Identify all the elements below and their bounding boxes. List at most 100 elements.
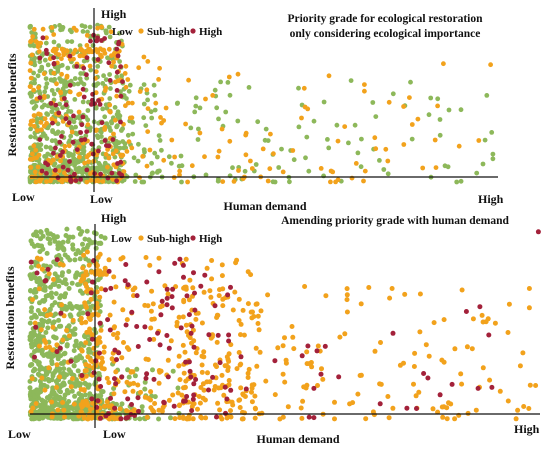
point-high bbox=[103, 287, 108, 293]
point-sub-high bbox=[38, 40, 44, 46]
point-sub-high bbox=[256, 327, 262, 333]
point-low bbox=[28, 94, 34, 99]
point-sub-high bbox=[58, 158, 63, 164]
point-low bbox=[143, 123, 149, 128]
point-sub-high bbox=[108, 29, 114, 35]
point-low bbox=[100, 106, 106, 112]
point-low bbox=[82, 392, 88, 398]
point-low bbox=[56, 283, 62, 289]
point-sub-high bbox=[240, 307, 246, 313]
point-high bbox=[53, 102, 59, 108]
point-high bbox=[113, 381, 119, 387]
point-sub-high bbox=[387, 295, 393, 301]
point-sub-high bbox=[98, 52, 103, 58]
point-low bbox=[152, 92, 158, 98]
point-sub-high bbox=[240, 391, 246, 397]
point-low bbox=[75, 304, 81, 310]
point-sub-high bbox=[260, 146, 266, 152]
point-high bbox=[68, 178, 73, 184]
point-high bbox=[96, 98, 101, 103]
point-low bbox=[70, 331, 76, 337]
point-low bbox=[348, 78, 354, 83]
point-sub-high bbox=[82, 160, 87, 166]
point-sub-high bbox=[473, 407, 479, 413]
point-high bbox=[78, 130, 83, 135]
point-sub-high bbox=[33, 401, 39, 407]
point-sub-high bbox=[76, 92, 81, 97]
point-sub-high bbox=[224, 363, 230, 369]
point-sub-high bbox=[115, 330, 121, 336]
point-low bbox=[70, 242, 76, 248]
point-low bbox=[37, 59, 43, 65]
point-low bbox=[70, 234, 76, 240]
point-high bbox=[81, 65, 87, 71]
point-low bbox=[142, 379, 148, 385]
point-high bbox=[98, 384, 104, 389]
point-low bbox=[29, 414, 35, 420]
point-sub-high bbox=[199, 353, 205, 359]
point-sub-high bbox=[521, 404, 527, 409]
point-sub-high bbox=[231, 179, 237, 184]
legend-label-sub-high: Sub-high bbox=[147, 233, 190, 245]
point-sub-high bbox=[227, 138, 233, 144]
legend-marker-low bbox=[102, 235, 108, 241]
point-sub-high bbox=[372, 348, 378, 354]
point-high bbox=[322, 343, 328, 349]
point-high bbox=[78, 177, 83, 182]
point-high bbox=[73, 178, 79, 183]
point-low bbox=[47, 393, 53, 399]
point-sub-high bbox=[122, 389, 128, 395]
point-low bbox=[215, 178, 221, 184]
point-sub-high bbox=[129, 115, 135, 121]
point-high bbox=[164, 295, 170, 301]
point-low bbox=[80, 99, 86, 105]
point-low bbox=[74, 270, 80, 276]
point-sub-high bbox=[76, 413, 82, 419]
point-sub-high bbox=[148, 397, 153, 403]
point-low bbox=[66, 269, 72, 274]
point-low bbox=[27, 334, 33, 340]
point-sub-high bbox=[28, 118, 34, 124]
point-sub-high bbox=[62, 143, 68, 149]
point-low bbox=[212, 87, 218, 93]
point-high bbox=[299, 353, 305, 359]
point-sub-high bbox=[87, 413, 92, 419]
point-high bbox=[477, 304, 483, 310]
point-sub-high bbox=[480, 365, 486, 371]
point-sub-high bbox=[42, 387, 48, 393]
point-low bbox=[43, 85, 49, 90]
point-low bbox=[28, 126, 33, 132]
point-sub-high bbox=[190, 416, 196, 422]
point-sub-high bbox=[193, 350, 199, 356]
point-high bbox=[88, 290, 94, 296]
point-low bbox=[55, 121, 61, 127]
point-high bbox=[184, 394, 190, 399]
point-sub-high bbox=[175, 390, 181, 396]
point-high bbox=[37, 95, 43, 100]
point-low bbox=[72, 257, 78, 263]
point-low bbox=[112, 105, 118, 110]
point-sub-high bbox=[330, 169, 336, 175]
point-sub-high bbox=[151, 336, 157, 342]
point-low bbox=[67, 151, 73, 157]
point-high bbox=[72, 171, 77, 177]
point-sub-high bbox=[110, 177, 116, 182]
point-sub-high bbox=[48, 312, 54, 317]
point-high bbox=[228, 284, 233, 290]
point-sub-high bbox=[147, 262, 153, 268]
point-low bbox=[76, 165, 82, 171]
point-sub-high bbox=[85, 402, 91, 408]
point-low bbox=[33, 103, 39, 109]
point-low bbox=[197, 105, 203, 111]
point-sub-high bbox=[217, 287, 222, 293]
point-sub-high bbox=[83, 340, 89, 346]
point-sub-high bbox=[199, 320, 205, 326]
point-sub-high bbox=[243, 132, 249, 138]
point-low bbox=[490, 151, 496, 157]
point-high bbox=[404, 405, 410, 411]
point-sub-high bbox=[180, 342, 186, 348]
point-high bbox=[119, 374, 125, 380]
point-high bbox=[109, 170, 115, 176]
point-sub-high bbox=[109, 63, 115, 69]
point-sub-high bbox=[533, 383, 539, 388]
